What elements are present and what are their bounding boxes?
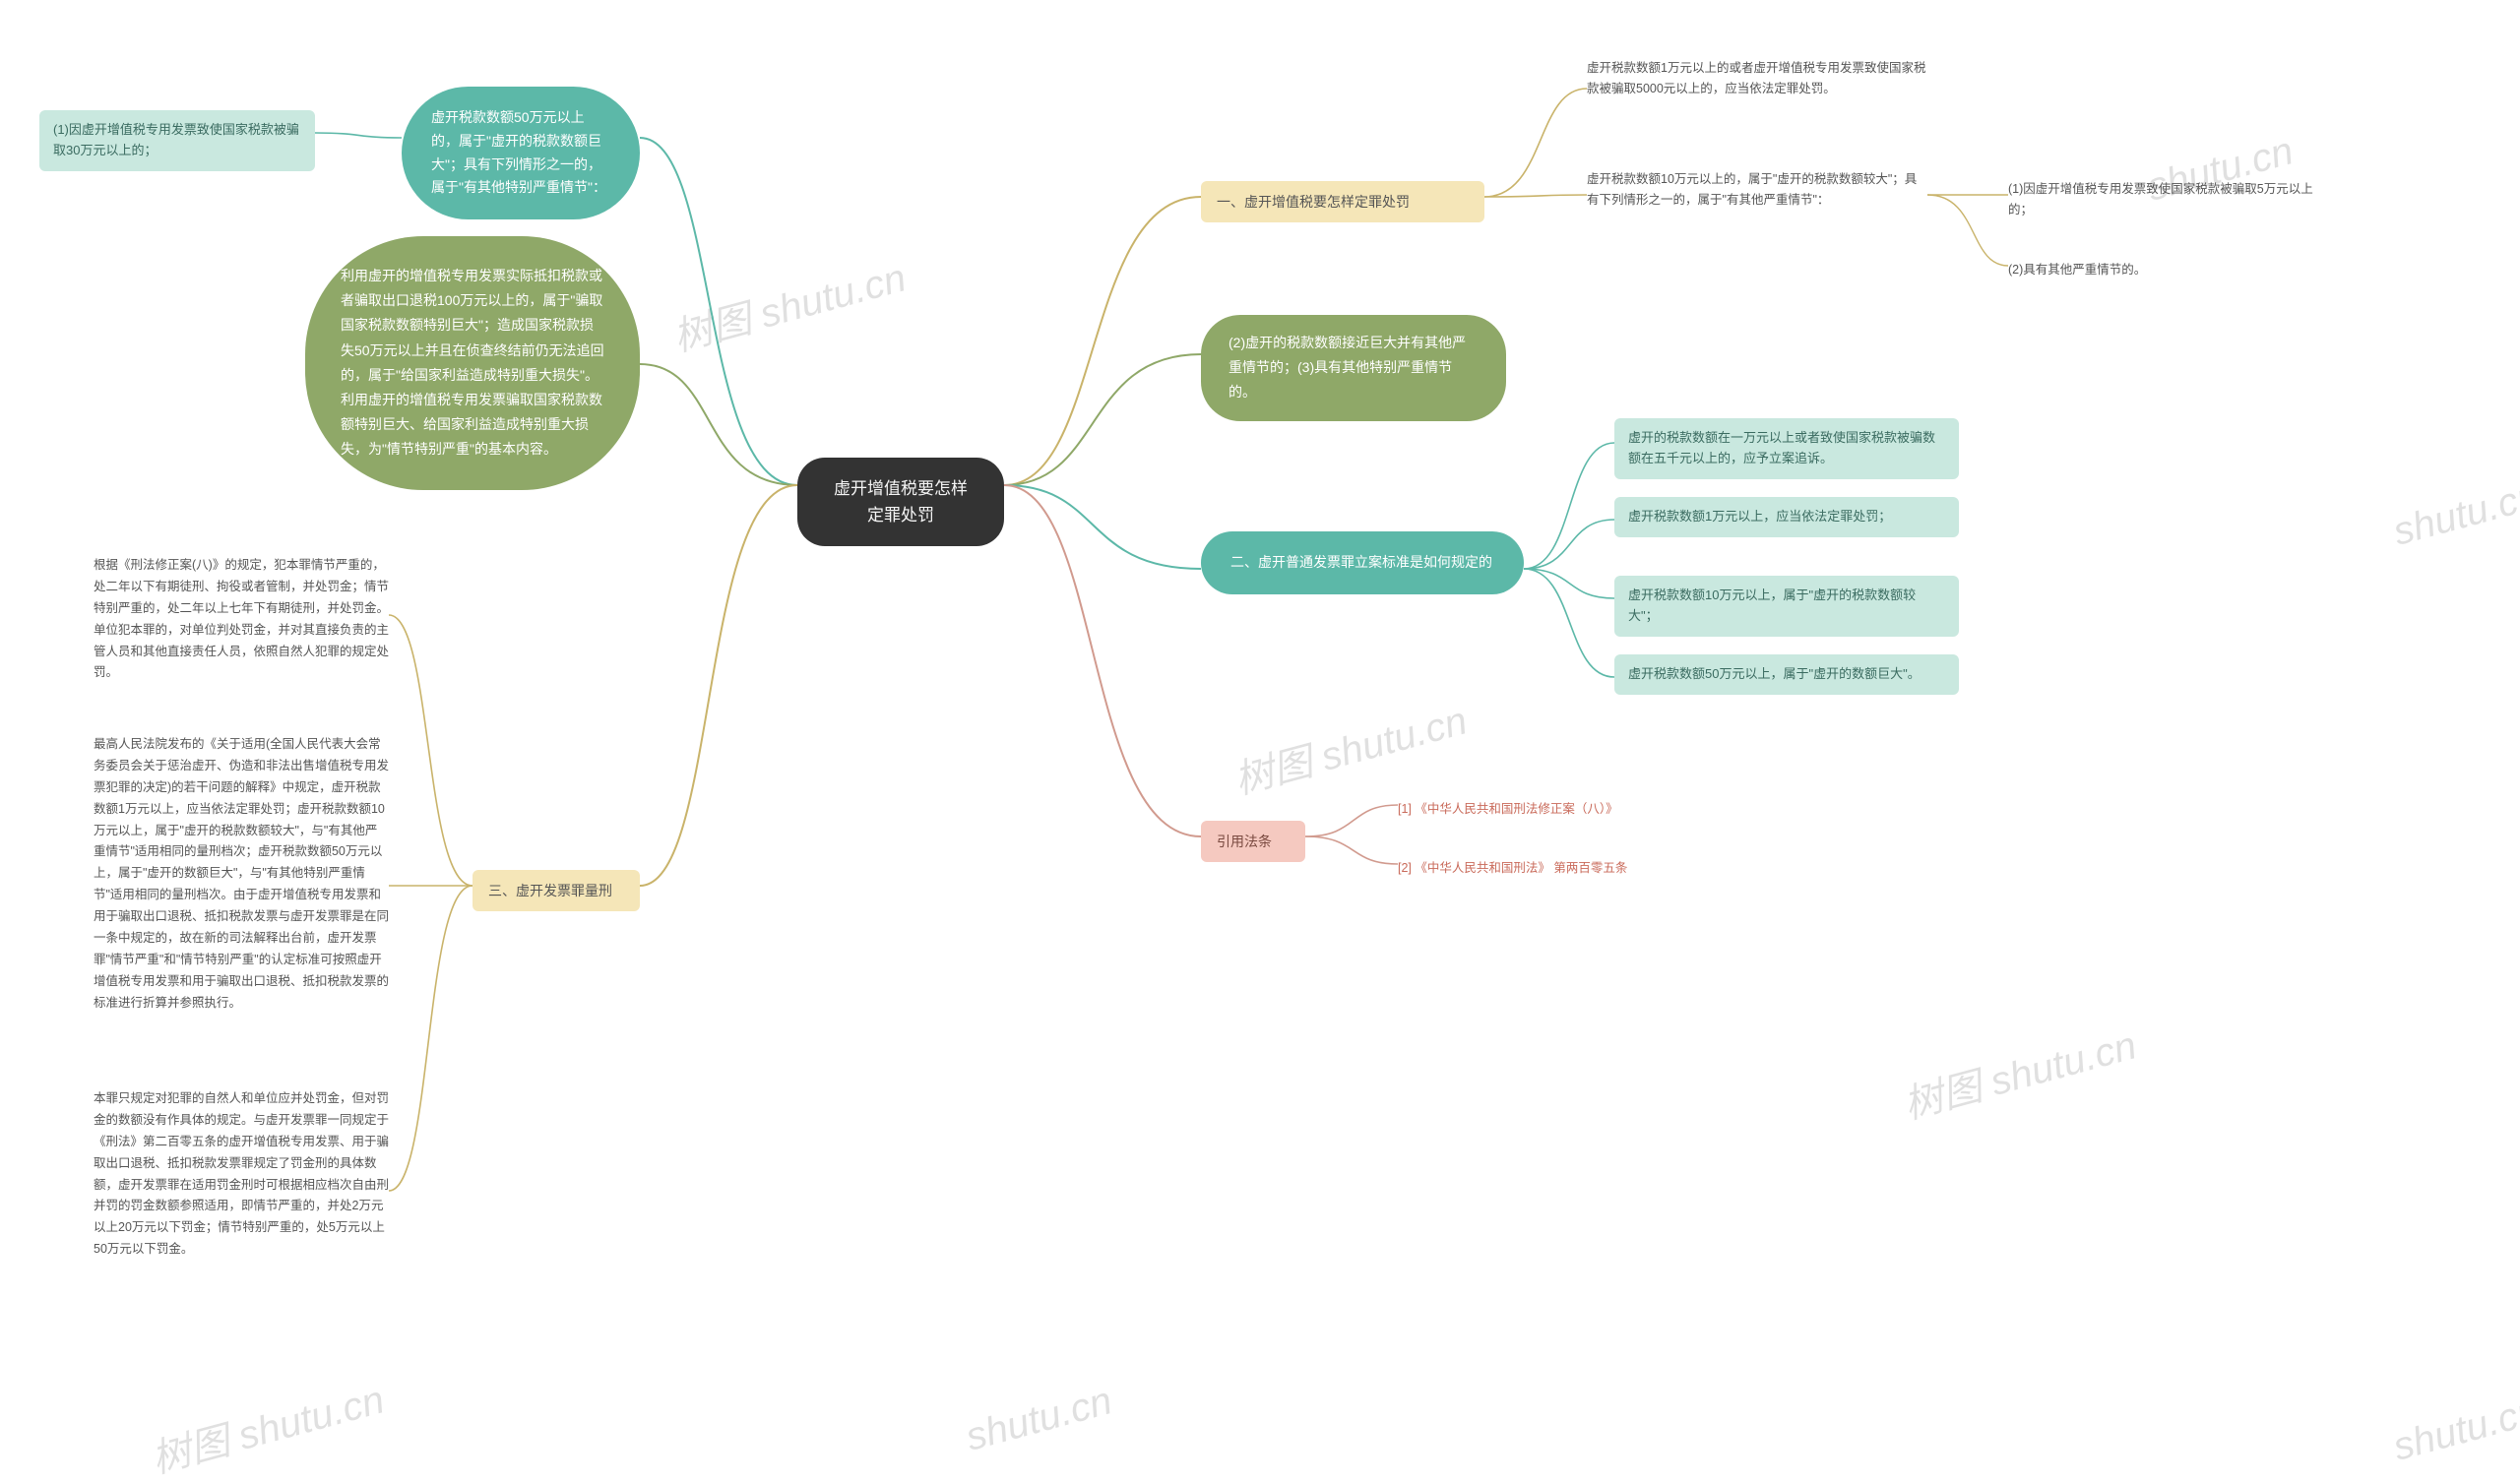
watermark: shutu.cn bbox=[2389, 473, 2520, 555]
branch-label: (2)虚开的税款数额接近巨大并有其他严重情节的；(3)具有其他特别严重情节的。 bbox=[1228, 335, 1466, 400]
right-branch-1[interactable]: 一、虚开增值税要怎样定罪处罚 bbox=[1201, 181, 1484, 222]
left-branch-2[interactable]: 利用虚开的增值税专用发票实际抵扣税款或者骗取出口退税100万元以上的，属于"骗取… bbox=[305, 236, 640, 490]
watermark: 树图 shutu.cn bbox=[666, 246, 912, 363]
right-branch-3-leaf-2: 虚开税款数额1万元以上，应当依法定罪处罚； bbox=[1614, 497, 1959, 537]
right-branch-4[interactable]: 引用法条 bbox=[1201, 821, 1305, 862]
branch-label: 二、虚开普通发票罪立案标准是如何规定的 bbox=[1230, 554, 1492, 570]
right-branch-3-leaf-1: 虚开的税款数额在一万元以上或者致使国家税款被骗数额在五千元以上的，应予立案追诉。 bbox=[1614, 418, 1959, 479]
branch-label: 引用法条 bbox=[1217, 834, 1272, 849]
left-branch-3-leaf-3: 本罪只规定对犯罪的自然人和单位应并处罚金，但对罚金的数额没有作具体的规定。与虚开… bbox=[94, 1082, 389, 1267]
watermark: 树图 shutu.cn bbox=[1228, 689, 1473, 806]
branch-label: 虚开税款数额50万元以上的，属于"虚开的税款数额巨大"；具有下列情形之一的，属于… bbox=[431, 109, 606, 195]
watermark: 树图 shutu.cn bbox=[145, 1368, 390, 1484]
right-branch-2[interactable]: (2)虚开的税款数额接近巨大并有其他严重情节的；(3)具有其他特别严重情节的。 bbox=[1201, 315, 1506, 421]
left-branch-1[interactable]: 虚开税款数额50万元以上的，属于"虚开的税款数额巨大"；具有下列情形之一的，属于… bbox=[402, 87, 640, 219]
right-branch-4-leaf-1: [1] 《中华人民共和国刑法修正案（八）》 bbox=[1398, 795, 1732, 824]
right-branch-4-leaf-2: [2] 《中华人民共和国刑法》 第两百零五条 bbox=[1398, 854, 1732, 883]
right-branch-1-leaf-2: 虚开税款数额10万元以上的，属于"虚开的税款数额较大"；具有下列情形之一的，属于… bbox=[1587, 165, 1927, 216]
branch-label: 一、虚开增值税要怎样定罪处罚 bbox=[1217, 194, 1410, 210]
watermark: shutu.cn bbox=[2389, 1389, 2520, 1470]
right-branch-1-leaf-2-sub-2: (2)具有其他严重情节的。 bbox=[2008, 256, 2264, 284]
right-branch-1-leaf-2-sub-1: (1)因虚开增值税专用发票致使国家税款被骗取5万元以上的； bbox=[2008, 175, 2313, 225]
left-branch-1-leaf-1: (1)因虚开增值税专用发票致使国家税款被骗取30万元以上的； bbox=[39, 110, 315, 171]
right-branch-3[interactable]: 二、虚开普通发票罪立案标准是如何规定的 bbox=[1201, 531, 1524, 594]
watermark: shutu.cn bbox=[962, 1379, 1117, 1460]
right-branch-1-leaf-1: 虚开税款数额1万元以上的或者虚开增值税专用发票致使国家税款被骗取5000元以上的… bbox=[1587, 54, 1931, 104]
left-branch-3[interactable]: 三、虚开发票罪量刑 bbox=[472, 870, 640, 911]
right-branch-3-leaf-3: 虚开税款数额10万元以上，属于"虚开的税款数额较大"； bbox=[1614, 576, 1959, 637]
center-node[interactable]: 虚开增值税要怎样定罪处罚 bbox=[797, 458, 1004, 546]
center-label: 虚开增值税要怎样定罪处罚 bbox=[834, 479, 968, 525]
left-branch-3-leaf-2: 最高人民法院发布的《关于适用(全国人民代表大会常务委员会关于惩治虚开、伪造和非法… bbox=[94, 728, 389, 1020]
left-branch-3-leaf-1: 根据《刑法修正案(八)》的规定，犯本罪情节严重的，处二年以下有期徒刑、拘役或者管… bbox=[94, 549, 389, 690]
right-branch-3-leaf-4: 虚开税款数额50万元以上，属于"虚开的数额巨大"。 bbox=[1614, 654, 1959, 695]
watermark: 树图 shutu.cn bbox=[1897, 1014, 2142, 1131]
branch-label: 三、虚开发票罪量刑 bbox=[488, 883, 612, 898]
branch-label: 利用虚开的增值税专用发票实际抵扣税款或者骗取出口退税100万元以上的，属于"骗取… bbox=[341, 268, 604, 457]
